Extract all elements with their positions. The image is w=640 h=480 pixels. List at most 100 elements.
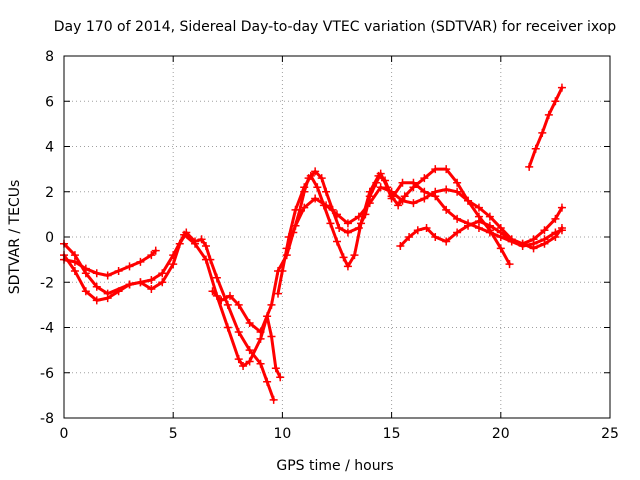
- data-point: [413, 226, 422, 235]
- data-point: [234, 328, 243, 337]
- data-point: [505, 260, 514, 269]
- data-point: [234, 355, 243, 364]
- data-point: [267, 300, 276, 309]
- data-point: [136, 278, 145, 287]
- data-point: [398, 196, 407, 205]
- data-point: [136, 257, 145, 266]
- data-point: [201, 255, 210, 264]
- data-point: [70, 266, 79, 275]
- data-point: [245, 318, 254, 327]
- data-point: [474, 203, 483, 212]
- y-tick-label: 6: [45, 94, 54, 110]
- series-line: [211, 169, 564, 334]
- data-point: [453, 187, 462, 196]
- data-point: [114, 266, 123, 275]
- data-point: [551, 228, 560, 237]
- series-track-8: [525, 83, 566, 171]
- data-point: [125, 262, 134, 271]
- data-point: [485, 212, 494, 221]
- data-point: [322, 187, 331, 196]
- data-point: [114, 287, 123, 296]
- x-axis-label: GPS time / hours: [276, 458, 393, 474]
- data-point: [525, 162, 534, 171]
- data-point: [158, 269, 167, 278]
- data-point: [311, 167, 320, 176]
- data-point: [339, 253, 348, 262]
- data-point: [256, 334, 265, 343]
- data-point: [420, 187, 429, 196]
- x-tick-label: 15: [383, 426, 401, 442]
- data-point: [374, 171, 383, 180]
- data-point: [557, 83, 566, 92]
- data-point: [169, 251, 178, 260]
- data-series: [60, 83, 566, 404]
- data-point: [333, 210, 341, 219]
- y-tick-label: 4: [45, 140, 54, 156]
- data-point: [387, 187, 396, 196]
- data-point: [313, 183, 322, 192]
- y-tick-label: -6: [40, 366, 54, 382]
- data-point: [343, 219, 352, 228]
- data-point: [354, 212, 363, 221]
- axis-ticks: 0 5 10 15 20 25 -8 -6 -4 -2 0 2 4 6 8: [40, 49, 619, 442]
- data-point: [217, 296, 226, 305]
- data-point: [276, 373, 285, 382]
- data-point: [394, 201, 403, 210]
- data-point: [125, 280, 134, 289]
- data-point: [151, 246, 160, 255]
- data-point: [291, 205, 300, 214]
- data-point: [453, 178, 462, 187]
- y-tick-label: 8: [45, 49, 54, 65]
- data-point: [311, 194, 320, 203]
- plot-frame: [63, 55, 611, 419]
- data-point: [282, 244, 291, 253]
- data-point: [540, 226, 549, 235]
- data-point: [422, 223, 431, 232]
- y-tick-label: -2: [40, 275, 54, 291]
- data-point: [335, 223, 344, 232]
- data-point: [191, 239, 200, 248]
- data-point: [197, 235, 206, 244]
- data-point: [350, 251, 359, 260]
- data-point: [322, 201, 331, 210]
- data-point: [442, 165, 451, 174]
- data-point: [208, 287, 217, 296]
- data-point: [343, 262, 352, 271]
- data-point: [557, 203, 566, 212]
- grid: [64, 56, 610, 418]
- y-tick-label: 2: [45, 185, 54, 201]
- series-track-7: [396, 217, 566, 251]
- data-point: [551, 214, 560, 223]
- data-point: [464, 221, 473, 230]
- data-point: [300, 203, 309, 212]
- data-point: [92, 269, 101, 278]
- x-tick-label: 20: [492, 426, 510, 442]
- series-track-3: [60, 230, 285, 382]
- data-point: [357, 219, 366, 228]
- data-point: [263, 377, 272, 386]
- data-point: [81, 269, 90, 278]
- data-point: [531, 144, 540, 153]
- y-tick-label: -8: [40, 411, 54, 427]
- data-point: [92, 282, 101, 291]
- series-line: [527, 86, 564, 169]
- data-point: [306, 171, 315, 180]
- data-point: [300, 183, 309, 192]
- series-line: [62, 233, 282, 379]
- data-point: [317, 174, 326, 183]
- data-point: [269, 395, 278, 404]
- data-point: [343, 228, 352, 237]
- data-point: [326, 219, 335, 228]
- data-point: [474, 217, 483, 226]
- data-point: [376, 183, 385, 192]
- data-point: [453, 228, 462, 237]
- data-point: [223, 323, 232, 332]
- series-line: [398, 219, 564, 248]
- data-point: [274, 289, 283, 298]
- data-point: [400, 192, 409, 201]
- data-point: [291, 221, 300, 230]
- x-tick-label: 5: [169, 426, 178, 442]
- data-point: [431, 187, 440, 196]
